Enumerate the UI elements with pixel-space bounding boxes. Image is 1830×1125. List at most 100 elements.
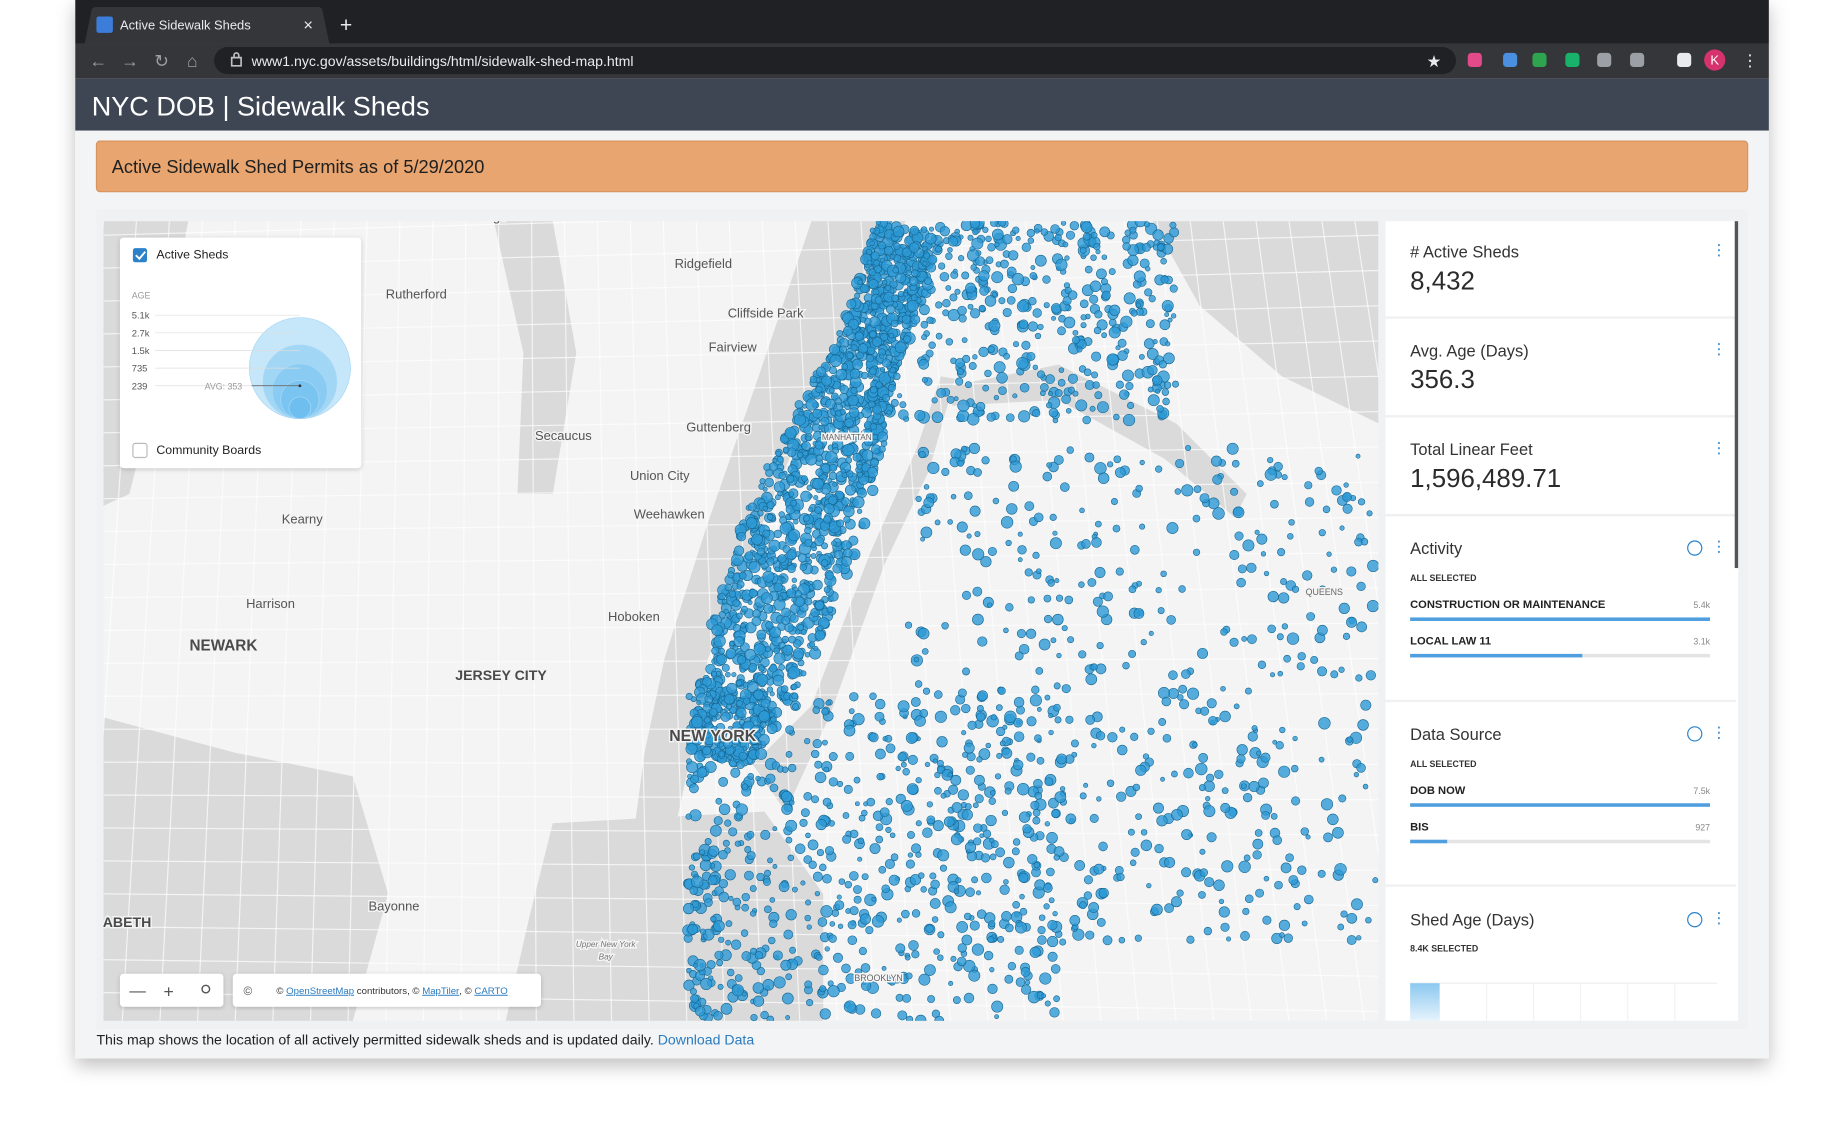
widget-menu[interactable]: ⋮ xyxy=(1711,440,1726,457)
shed-dot xyxy=(716,959,724,967)
shed-dot xyxy=(1277,548,1286,557)
shed-dot xyxy=(1330,670,1339,679)
widget-info[interactable] xyxy=(1687,912,1703,928)
shed-dot xyxy=(690,774,700,784)
attribution-link[interactable]: OpenStreetMap xyxy=(286,986,354,997)
shed-dot xyxy=(1167,317,1173,323)
shed-dot xyxy=(865,926,874,935)
forward-button[interactable]: → xyxy=(121,51,139,71)
layer-checkbox[interactable] xyxy=(132,442,148,459)
shed-dot xyxy=(1254,829,1263,837)
category-name[interactable]: DOB NOW xyxy=(1410,785,1466,797)
download-link[interactable]: Download Data xyxy=(658,1031,755,1047)
shed-dot xyxy=(906,783,919,795)
profile-avatar[interactable] xyxy=(1704,49,1726,71)
extension-icon[interactable] xyxy=(1630,52,1645,68)
new-tab-button[interactable]: + xyxy=(340,14,352,37)
shed-dot xyxy=(699,928,707,935)
shed-dot xyxy=(795,629,801,635)
shed-dot xyxy=(924,276,933,285)
widget-menu[interactable]: ⋮ xyxy=(1711,242,1726,259)
extension-icon[interactable] xyxy=(1467,52,1482,68)
widget-menu[interactable]: ⋮ xyxy=(1711,724,1726,741)
extension-icon[interactable] xyxy=(1503,52,1518,68)
attribution-link[interactable]: CARTO xyxy=(474,986,508,997)
category-name[interactable]: BIS xyxy=(1410,821,1429,833)
shed-dot xyxy=(908,940,919,951)
shed-dot xyxy=(1056,652,1062,659)
layer-name[interactable]: Active Sheds xyxy=(156,248,228,262)
url-text[interactable]: www1.nyc.gov/assets/buildings/html/sidew… xyxy=(251,53,634,69)
browser-tab[interactable]: Active Sidewalk Sheds × xyxy=(84,7,330,44)
shed-dot xyxy=(989,853,997,861)
shed-dot xyxy=(1366,599,1379,613)
map-road xyxy=(1255,221,1365,1021)
widget-info[interactable] xyxy=(1687,726,1703,742)
category-bar[interactable] xyxy=(1410,839,1448,844)
shed-dot xyxy=(728,895,734,901)
category-bar[interactable] xyxy=(1410,653,1583,658)
shed-dot xyxy=(1117,338,1127,348)
layer-name[interactable]: Community Boards xyxy=(156,443,261,457)
shed-dot xyxy=(726,703,732,710)
shed-dot xyxy=(1115,380,1124,389)
widget-menu[interactable]: ⋮ xyxy=(1711,910,1726,927)
shed-dot xyxy=(1102,935,1113,946)
shed-dot xyxy=(728,590,737,598)
widget-menu[interactable]: ⋮ xyxy=(1711,539,1726,556)
zoom-in[interactable]: + xyxy=(163,981,173,1001)
shed-dot xyxy=(1152,339,1158,345)
shed-dot xyxy=(965,765,975,775)
shed-dot xyxy=(1012,393,1018,399)
widget-menu[interactable]: ⋮ xyxy=(1711,341,1726,358)
shed-dot xyxy=(1096,268,1107,280)
shed-dot xyxy=(1288,875,1299,885)
copyright-button[interactable]: © xyxy=(243,985,252,998)
attribution-link[interactable]: MapTiler xyxy=(422,986,460,997)
search-icon[interactable] xyxy=(201,984,211,994)
widget-info[interactable] xyxy=(1687,540,1703,556)
category-name[interactable]: CONSTRUCTION OR MAINTENANCE xyxy=(1410,599,1605,611)
place-label: QUEENS xyxy=(1306,587,1343,597)
shed-dot xyxy=(870,310,877,317)
shed-dot xyxy=(1278,919,1290,931)
zoom-out[interactable]: — xyxy=(129,982,146,1000)
shed-dot xyxy=(766,686,774,693)
shed-dot xyxy=(982,226,989,234)
shed-dot xyxy=(1101,332,1107,339)
browser-menu[interactable]: ⋮ xyxy=(1742,52,1758,70)
extension-icon[interactable] xyxy=(1565,52,1580,68)
profile-initial[interactable]: K xyxy=(1710,53,1719,68)
shed-dot xyxy=(1256,480,1264,487)
shed-dot xyxy=(1317,666,1328,677)
reload-button[interactable]: ↻ xyxy=(154,51,169,71)
shed-dot xyxy=(1351,898,1363,911)
home-button[interactable]: ⌂ xyxy=(187,51,198,71)
shed-dot xyxy=(1109,304,1121,316)
address-bar[interactable]: www1.nyc.gov/assets/buildings/html/sidew… xyxy=(214,47,1456,75)
tab-close[interactable]: × xyxy=(303,17,313,35)
shed-dot xyxy=(1179,699,1190,710)
shed-dot xyxy=(1119,726,1126,733)
shed-dot xyxy=(1054,578,1060,584)
extension-icon[interactable] xyxy=(1677,52,1692,68)
back-button[interactable]: ← xyxy=(89,51,107,71)
extension-icon[interactable] xyxy=(1597,52,1612,68)
extension-icon[interactable] xyxy=(1532,52,1547,68)
shed-dot xyxy=(1083,891,1093,900)
shed-dot xyxy=(769,919,778,928)
category-bar[interactable] xyxy=(1410,803,1711,807)
app-header xyxy=(75,78,1769,131)
shed-dot xyxy=(786,549,797,560)
shed-dot xyxy=(1147,394,1160,407)
bookmark-star[interactable]: ★ xyxy=(1427,53,1442,71)
category-name[interactable]: LOCAL LAW 11 xyxy=(1410,635,1491,647)
layer-checkbox[interactable] xyxy=(132,248,148,263)
shed-dot xyxy=(825,398,836,409)
category-count: 927 xyxy=(1695,822,1710,832)
shed-dot xyxy=(766,723,778,735)
tab-title[interactable]: Active Sidewalk Sheds xyxy=(120,17,251,32)
shed-dot xyxy=(794,843,806,855)
shed-dot xyxy=(932,820,944,832)
category-bar[interactable] xyxy=(1410,617,1711,621)
